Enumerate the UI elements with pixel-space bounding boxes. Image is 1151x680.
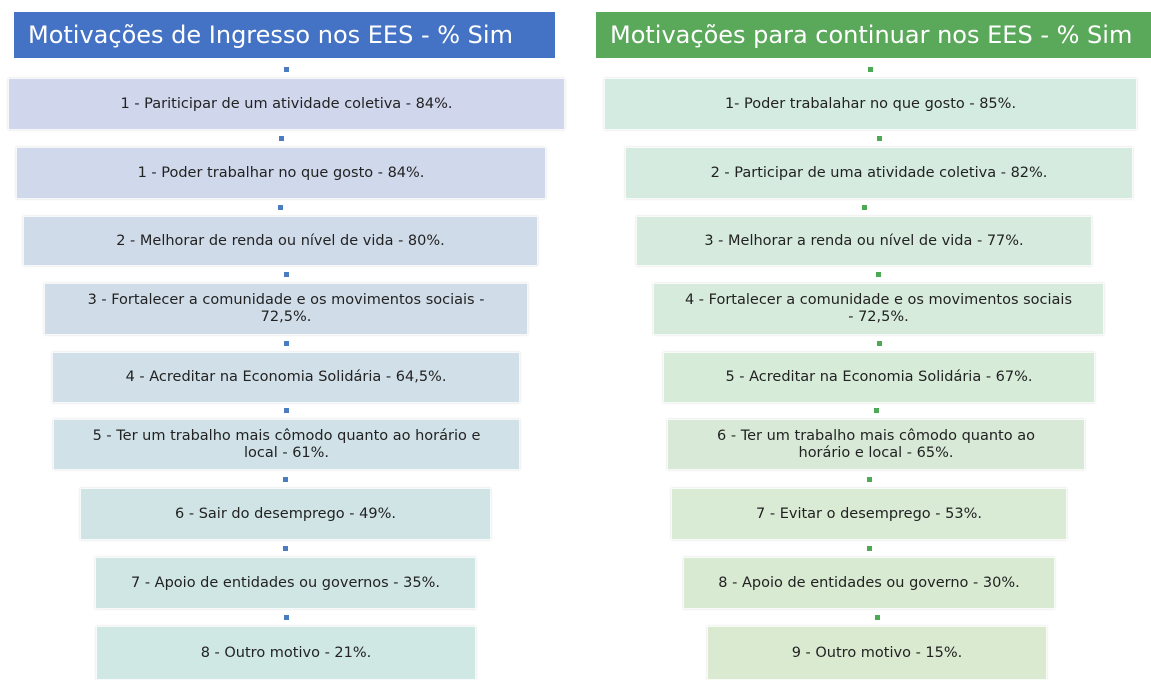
connector bbox=[876, 272, 881, 277]
funnel-item: 3 - Fortalecer a comunidade e os movimen… bbox=[44, 283, 528, 335]
funnel-item: 6 - Sair do desemprego - 49%. bbox=[80, 488, 491, 540]
funnel-item: 8 - Apoio de entidades ou governo - 30%. bbox=[683, 557, 1055, 609]
connector bbox=[283, 615, 289, 620]
funnel-item: 4 - Acreditar na Economia Solidária - 64… bbox=[52, 352, 520, 403]
connector bbox=[866, 477, 872, 482]
funnel-item: 1 - Poder trabalhar no que gosto - 84%. bbox=[16, 147, 546, 199]
funnel-item: 1- Poder trabalahar no que gosto - 85%. bbox=[604, 78, 1137, 130]
connector bbox=[876, 136, 882, 141]
connector bbox=[876, 341, 882, 346]
connector bbox=[284, 67, 289, 72]
connector bbox=[861, 205, 867, 210]
funnel-item: 6 - Ter um trabalho mais cômodo quanto a… bbox=[667, 419, 1085, 470]
funnel-item: 2 - Participar de uma atividade coletiva… bbox=[625, 147, 1133, 199]
funnel-item: 9 - Outro motivo - 15%. bbox=[707, 626, 1047, 680]
connector bbox=[278, 136, 284, 141]
column-title: Motivações para continuar nos EES - % Si… bbox=[596, 12, 1151, 58]
connector bbox=[283, 341, 289, 346]
connector bbox=[874, 615, 880, 620]
funnel-item: 1 - Pariticipar de um atividade coletiva… bbox=[8, 78, 565, 130]
connector bbox=[873, 408, 879, 413]
connector bbox=[866, 546, 872, 551]
connector bbox=[868, 67, 873, 72]
funnel-item: 4 - Fortalecer a comunidade e os movimen… bbox=[653, 283, 1104, 335]
funnel-item: 7 - Evitar o desemprego - 53%. bbox=[671, 488, 1067, 540]
funnel-item: 2 - Melhorar de renda ou nível de vida -… bbox=[23, 216, 538, 266]
funnel-item: 5 - Acreditar na Economia Solidária - 67… bbox=[663, 352, 1095, 403]
connector bbox=[278, 205, 283, 210]
funnel-item: 5 - Ter um trabalho mais cômodo quanto a… bbox=[53, 419, 520, 470]
connector bbox=[284, 408, 289, 413]
connector bbox=[283, 546, 288, 551]
funnel-item: 3 - Melhorar a renda ou nível de vida - … bbox=[636, 216, 1092, 266]
column-title: Motivações de Ingresso nos EES - % Sim bbox=[14, 12, 555, 58]
funnel-item: 7 - Apoio de entidades ou governos - 35%… bbox=[95, 557, 476, 609]
connector bbox=[283, 272, 289, 277]
funnel-item: 8 - Outro motivo - 21%. bbox=[96, 626, 476, 680]
connector bbox=[283, 477, 288, 482]
